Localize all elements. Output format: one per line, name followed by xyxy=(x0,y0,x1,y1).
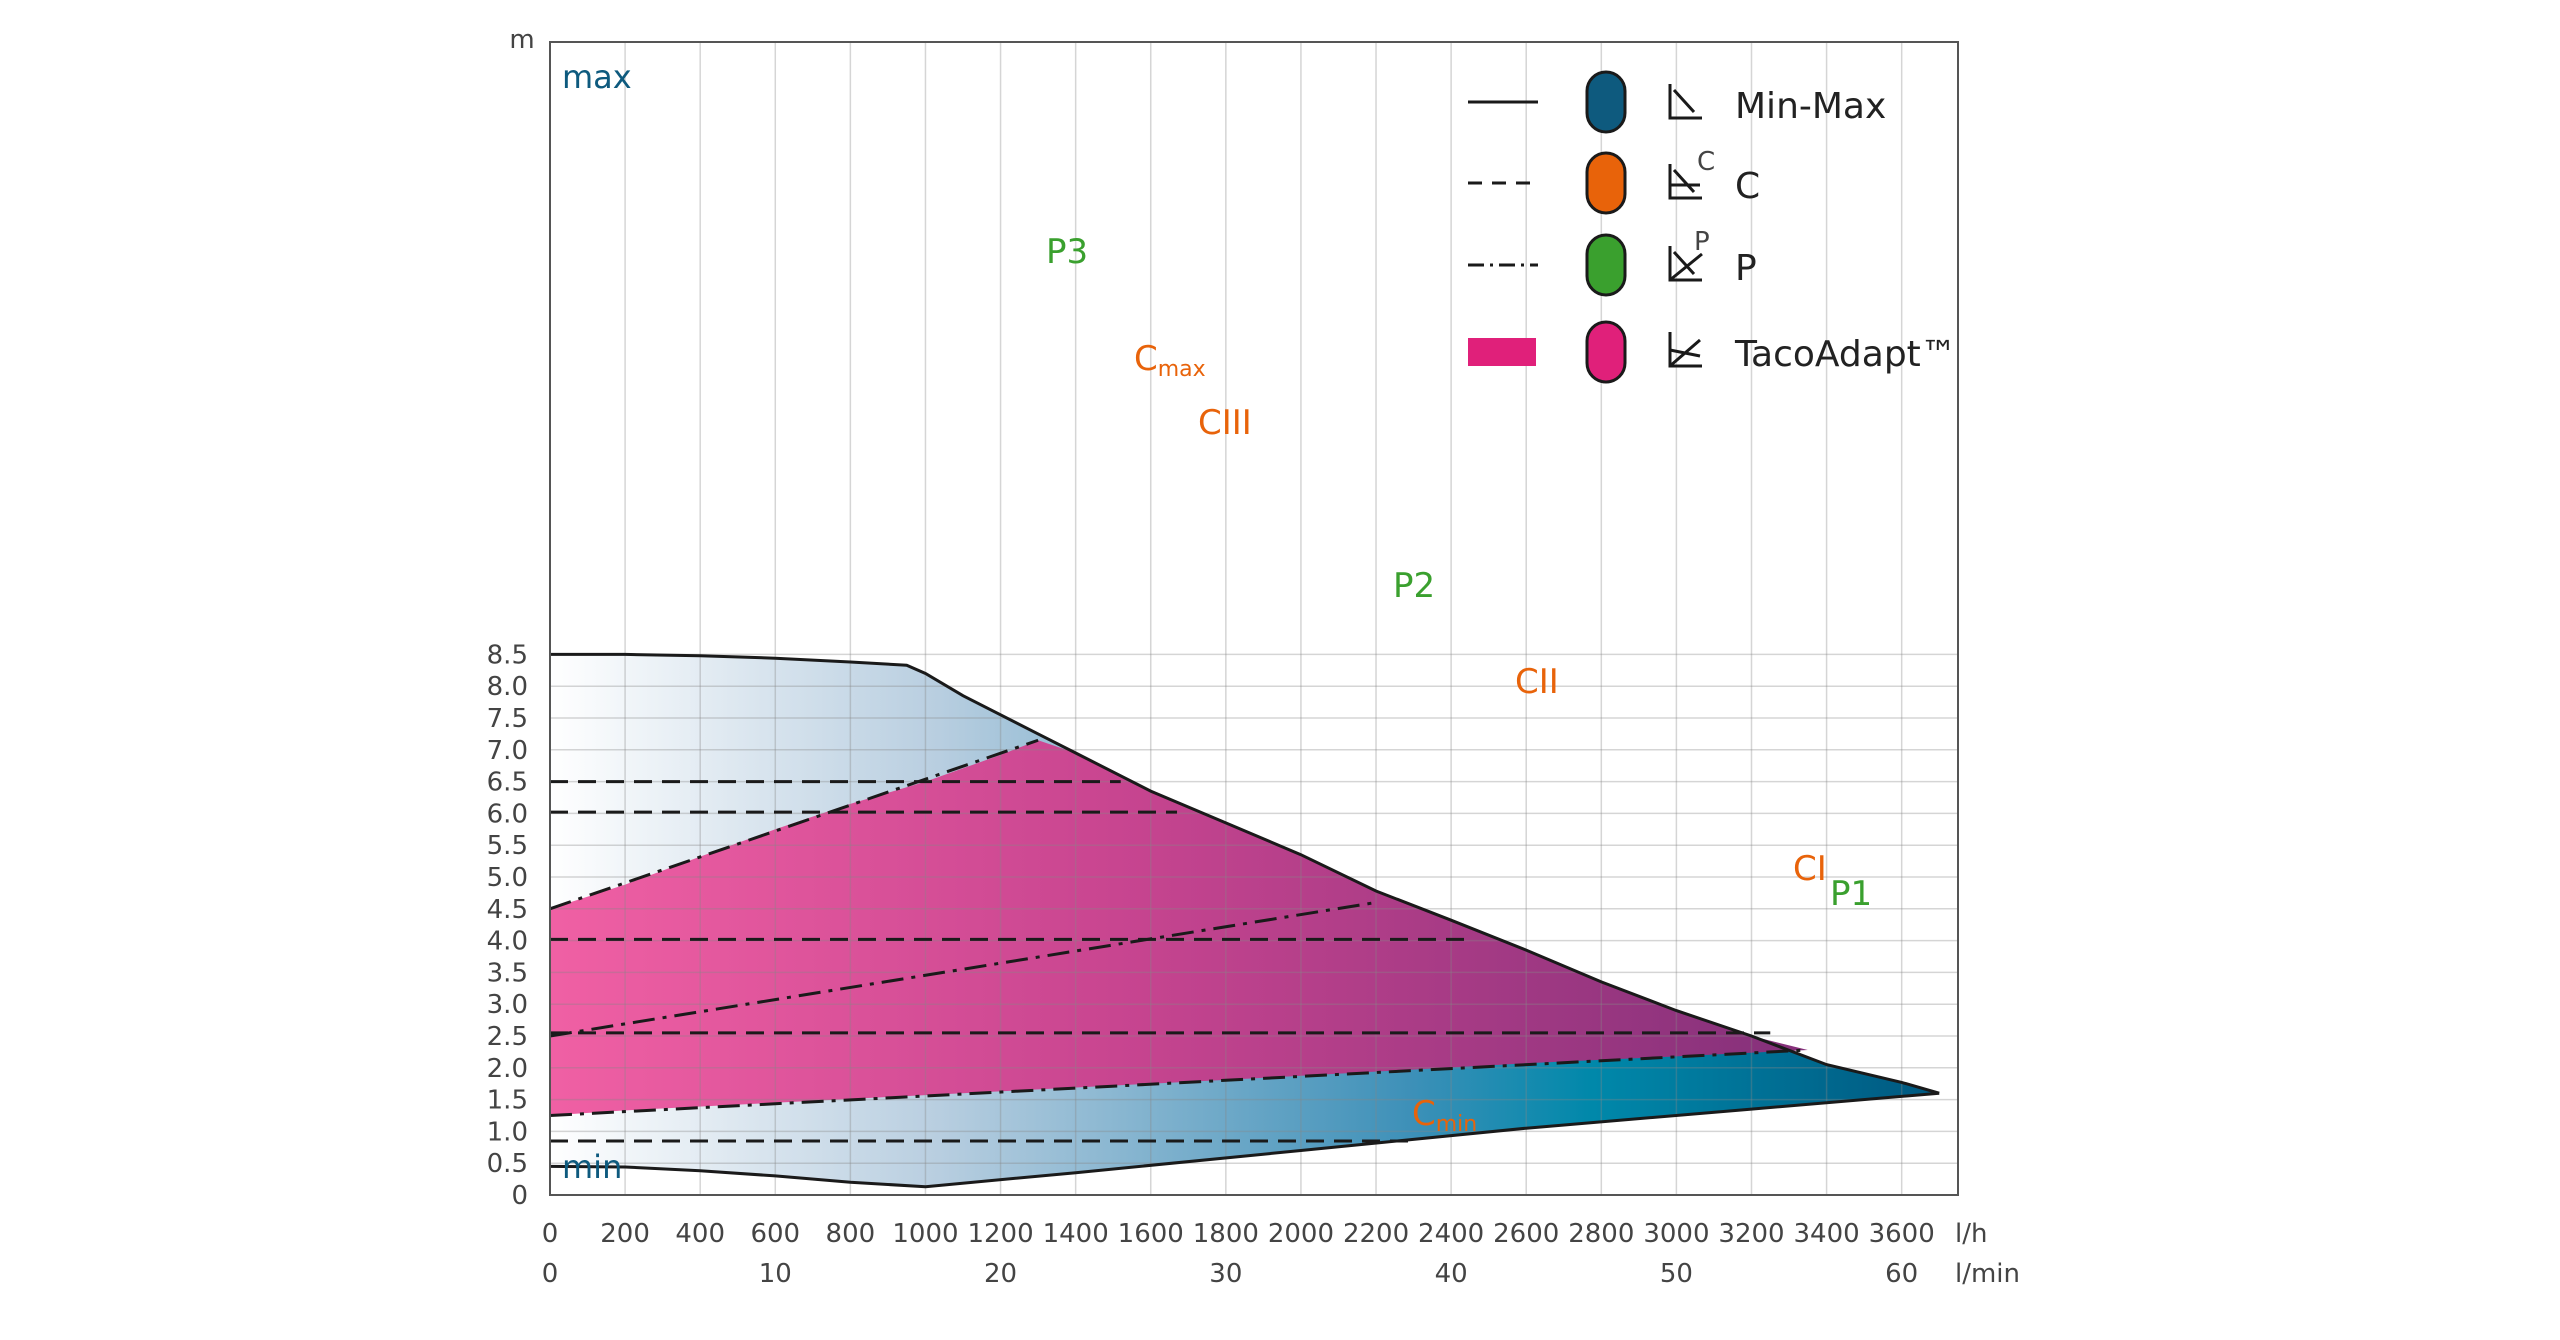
legend-item-tacoadapt: TacoAdapt™ xyxy=(1468,320,1957,384)
x2-tick-label: 20 xyxy=(984,1259,1017,1289)
label-ci: CI xyxy=(1793,849,1827,889)
x-tick-label: 600 xyxy=(750,1219,800,1249)
legend-label-c: C xyxy=(1735,166,1760,207)
x-tick-label: 2400 xyxy=(1418,1219,1484,1249)
constant-pressure-lines xyxy=(550,780,1771,1143)
legend-icon-sup-c: C xyxy=(1697,147,1715,177)
legend-item-c: C C xyxy=(1468,147,1760,215)
label-ciii: CIII xyxy=(1198,403,1252,443)
plot-area xyxy=(549,41,1959,1196)
x-tick-label: 1400 xyxy=(1043,1219,1109,1249)
grid xyxy=(550,42,1958,1195)
constant-pressure-icon xyxy=(1668,164,1702,200)
max-curve xyxy=(550,652,1940,1095)
y-tick-label: 1.5 xyxy=(487,1086,528,1116)
curve-mode-icon xyxy=(1668,84,1702,120)
x-axis-ticks: 0 200 400 600 800 1000 1200 1400 1600 1800 2000 220… xyxy=(542,1219,1935,1249)
adaptive-mode-icon xyxy=(1668,332,1702,368)
y-tick-label: 0.5 xyxy=(487,1149,528,1179)
legend-dot-orange xyxy=(1585,151,1627,215)
x-tick-label: 3400 xyxy=(1794,1219,1860,1249)
x2-tick-label: 30 xyxy=(1209,1259,1242,1289)
x2-axis-ticks: 0 10 20 30 40 50 60 xyxy=(542,1259,1919,1289)
x2-tick-label: 10 xyxy=(759,1259,792,1289)
x2-tick-label: 40 xyxy=(1435,1259,1468,1289)
legend-fill-swatch xyxy=(1468,338,1536,366)
x-tick-label: 2200 xyxy=(1343,1219,1409,1249)
legend-icon-sup-p: P xyxy=(1694,227,1710,257)
y-tick-label: 6.0 xyxy=(487,799,528,829)
min-label: min xyxy=(562,1148,622,1186)
x-tick-label: 800 xyxy=(826,1219,876,1249)
x-tick-label: 0 xyxy=(542,1219,559,1249)
x-unit-lmin: l/min xyxy=(1955,1259,2020,1289)
legend-dot-green xyxy=(1585,233,1627,297)
label-p1: P1 xyxy=(1830,874,1872,914)
x-tick-label: 1200 xyxy=(967,1219,1033,1249)
y-tick-label: 3.5 xyxy=(487,958,528,988)
y-tick-label: 4.0 xyxy=(487,927,528,957)
x-tick-label: 3600 xyxy=(1869,1219,1935,1249)
legend-dot-blue xyxy=(1585,70,1627,134)
x-tick-label: 2800 xyxy=(1568,1219,1634,1249)
x2-tick-label: 0 xyxy=(542,1259,559,1289)
max-label: max xyxy=(562,58,632,96)
y-tick-label: 1.0 xyxy=(487,1117,528,1147)
proportional-pressure-lines xyxy=(549,738,1808,1117)
x-tick-label: 2000 xyxy=(1268,1219,1334,1249)
label-cii: CII xyxy=(1515,662,1559,702)
y-tick-label: 3.0 xyxy=(487,990,528,1020)
plot-frame xyxy=(549,41,1959,1196)
x-tick-label: 3000 xyxy=(1643,1219,1709,1249)
p-line-p2 xyxy=(549,900,1377,1038)
x-tick-label: 1000 xyxy=(892,1219,958,1249)
p-line-p3 xyxy=(549,738,1039,911)
y-tick-label: 8.0 xyxy=(487,672,528,702)
x-tick-label: 3200 xyxy=(1718,1219,1784,1249)
x2-tick-label: 50 xyxy=(1660,1259,1693,1289)
y-tick-label: 7.5 xyxy=(487,704,528,734)
y-tick-label: 2.0 xyxy=(487,1054,528,1084)
y-tick-label: 5.0 xyxy=(487,863,528,893)
y-tick-label: 5.5 xyxy=(487,831,528,861)
label-cmin: Cmin xyxy=(1412,1094,1477,1137)
label-p2: P2 xyxy=(1393,566,1435,606)
x-tick-label: 200 xyxy=(600,1219,650,1249)
legend-label-tacoadapt: TacoAdapt™ xyxy=(1734,334,1957,375)
y-tick-label: 0 xyxy=(511,1181,528,1211)
y-tick-label: 6.5 xyxy=(487,768,528,798)
y-axis-label: m xyxy=(509,25,534,55)
x-tick-label: 2600 xyxy=(1493,1219,1559,1249)
legend-label-p: P xyxy=(1735,248,1757,289)
x-tick-label: 1800 xyxy=(1193,1219,1259,1249)
taco-adapt-region xyxy=(550,740,1808,1116)
y-tick-label: 7.0 xyxy=(487,736,528,766)
y-tick-label: 2.5 xyxy=(487,1022,528,1052)
x-unit-lh: l/h xyxy=(1955,1219,1987,1249)
legend-item-p: P P xyxy=(1468,227,1757,297)
x-tick-label: 400 xyxy=(675,1219,725,1249)
label-cmax: Cmax xyxy=(1134,339,1206,382)
label-p3: P3 xyxy=(1046,232,1088,272)
proportional-pressure-icon xyxy=(1668,246,1703,282)
legend-dot-pink xyxy=(1585,320,1627,384)
legend: Min-Max C C P P TacoAdapt™ xyxy=(1468,70,1957,384)
legend-label-min-max: Min-Max xyxy=(1735,86,1886,127)
x2-tick-label: 60 xyxy=(1885,1259,1918,1289)
y-axis-ticks: 00.51.01.52.02.53.03.54.04.55.05.56.06.5… xyxy=(487,640,528,1211)
min-curve xyxy=(549,1091,1940,1189)
x-tick-label: 1600 xyxy=(1118,1219,1184,1249)
legend-item-min-max: Min-Max xyxy=(1468,70,1886,134)
y-tick-label: 8.5 xyxy=(487,640,528,670)
y-tick-label: 4.5 xyxy=(487,895,528,925)
